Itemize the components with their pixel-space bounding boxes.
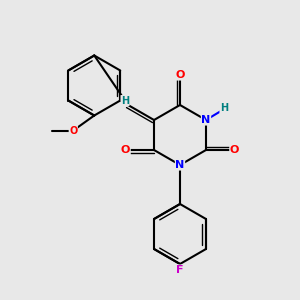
Text: H: H	[220, 103, 228, 113]
Text: H: H	[121, 95, 129, 106]
Text: O: O	[230, 145, 239, 155]
Text: O: O	[121, 145, 130, 155]
Text: N: N	[176, 160, 184, 170]
Text: F: F	[176, 265, 184, 275]
Text: N: N	[201, 115, 211, 125]
Text: O: O	[175, 70, 185, 80]
Text: O: O	[69, 125, 77, 136]
